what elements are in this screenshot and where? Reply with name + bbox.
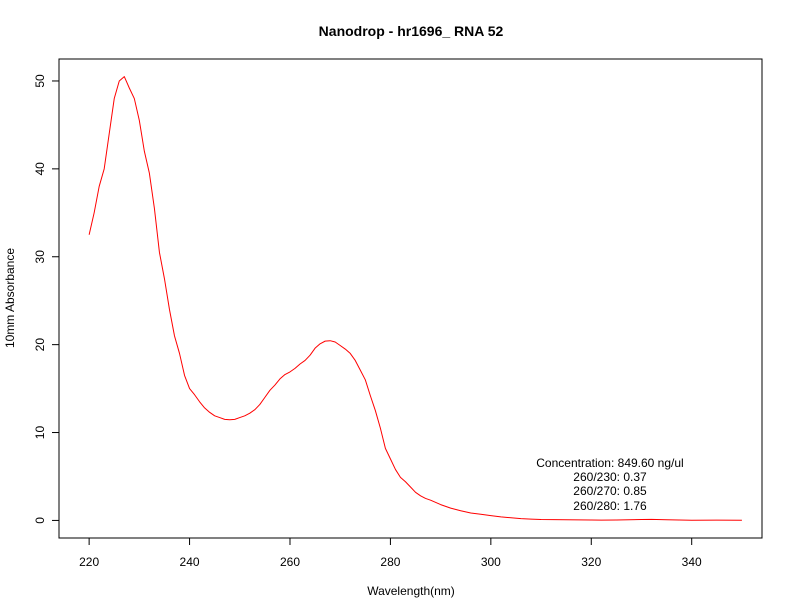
y-tick-label: 40 [33,162,47,176]
series-line-1 [88,76,742,521]
y-tick-label: 50 [33,74,47,88]
series-layer [88,76,742,521]
x-tick-label: 320 [581,555,601,569]
x-tick-label: 340 [682,555,702,569]
x-tick-label: 220 [79,555,99,569]
y-tick-label: 10 [33,426,47,440]
y-tick-label: 0 [33,517,47,524]
chart-title: Nanodrop - hr1696_ RNA 52 [319,23,504,39]
y-tick-label: 20 [33,338,47,352]
annotation-ratio-260-280: 260/280: 1.76 [573,499,647,513]
annotation-ratio-260-230: 260/230: 0.37 [573,470,647,484]
annotation-ratio-260-270: 260/270: 0.85 [573,484,647,498]
y-tick-label: 30 [33,250,47,264]
x-tick-label: 280 [380,555,400,569]
y-axis: 0 10 20 30 40 50 [33,74,60,524]
annotation-box: Concentration: 849.60 ng/ul 260/230: 0.3… [536,456,683,513]
x-axis: 220 240 260 280 300 320 340 [79,537,702,569]
x-tick-label: 240 [180,555,200,569]
x-tick-label: 300 [481,555,501,569]
y-axis-label: 10mm Absorbance [3,248,17,348]
x-tick-label: 260 [280,555,300,569]
x-axis-label: Wavelength(nm) [367,584,455,598]
annotation-concentration: Concentration: 849.60 ng/ul [536,456,683,470]
